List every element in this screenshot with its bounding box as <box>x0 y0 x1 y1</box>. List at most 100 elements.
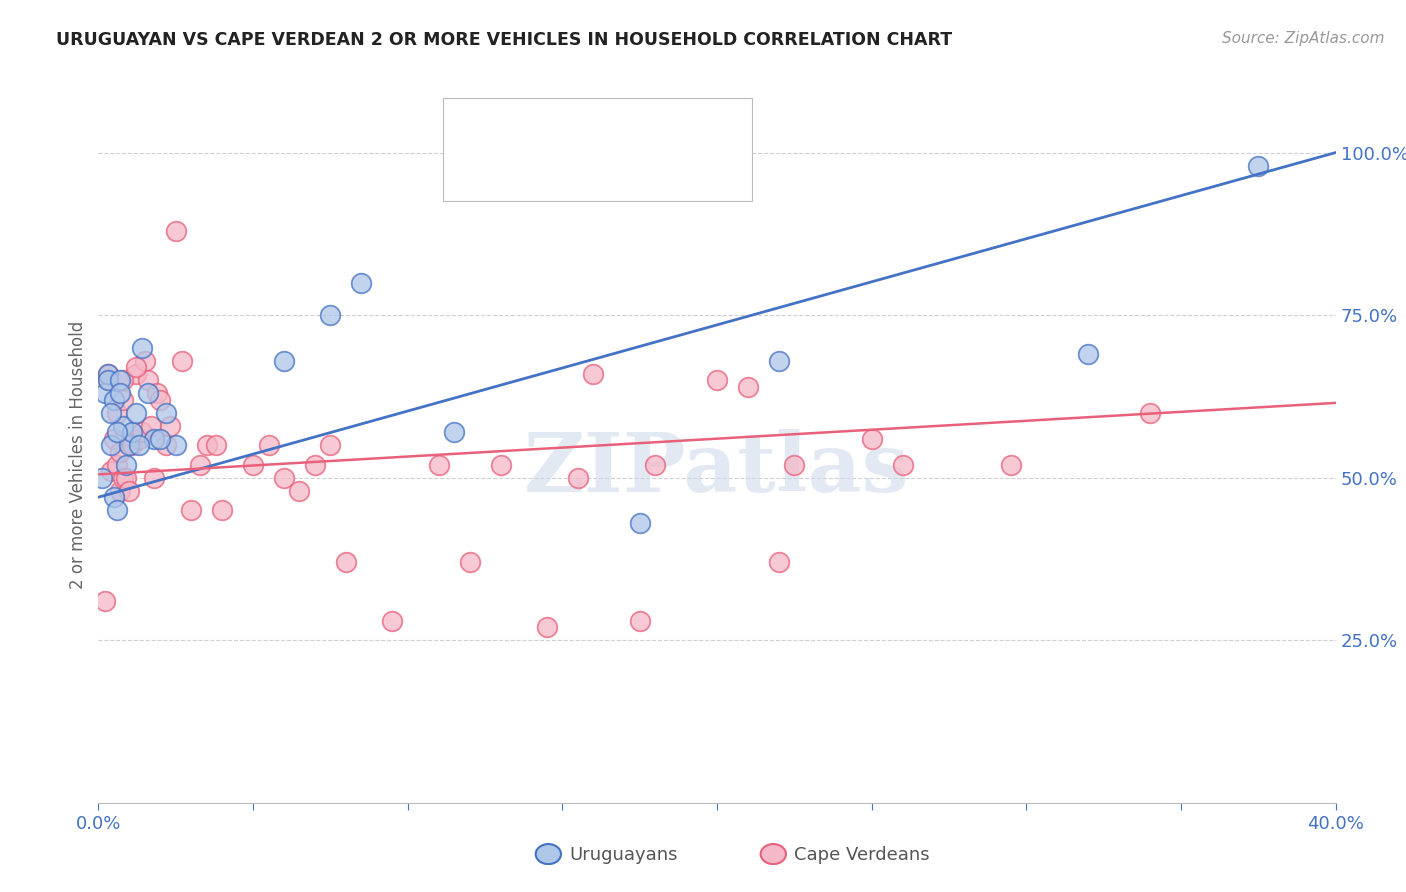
Text: R =: R = <box>489 115 531 134</box>
Point <box>124 360 146 375</box>
Point <box>118 438 141 452</box>
Point <box>128 438 150 452</box>
Point <box>105 406 128 420</box>
Point <box>124 367 146 381</box>
Text: Source: ZipAtlas.com: Source: ZipAtlas.com <box>1222 31 1385 46</box>
Text: N =: N = <box>582 166 638 185</box>
Point <box>195 438 218 452</box>
Point <box>381 614 404 628</box>
Point <box>136 386 159 401</box>
Point <box>768 555 790 569</box>
Point <box>103 392 125 407</box>
Point <box>131 425 153 439</box>
Point <box>97 373 120 387</box>
Point <box>134 353 156 368</box>
Point <box>115 471 138 485</box>
Circle shape <box>456 173 481 191</box>
Point <box>211 503 233 517</box>
Point <box>155 438 177 452</box>
Point <box>628 614 651 628</box>
Point <box>143 471 166 485</box>
Point <box>159 418 181 433</box>
Point <box>93 386 115 401</box>
Point <box>304 458 326 472</box>
Text: 58: 58 <box>641 166 666 185</box>
Point <box>108 373 131 387</box>
Text: N =: N = <box>582 115 638 134</box>
Point <box>105 458 128 472</box>
Point <box>90 471 112 485</box>
Y-axis label: 2 or more Vehicles in Household: 2 or more Vehicles in Household <box>69 321 87 589</box>
Point <box>97 373 120 387</box>
Point <box>136 373 159 387</box>
Point <box>783 458 806 472</box>
Point <box>768 353 790 368</box>
Point <box>489 458 512 472</box>
Point <box>131 341 153 355</box>
Point <box>190 458 212 472</box>
Point <box>105 503 128 517</box>
Text: 0.623: 0.623 <box>529 115 585 134</box>
Point <box>1077 347 1099 361</box>
Point <box>112 471 135 485</box>
Point <box>1139 406 1161 420</box>
Point <box>628 516 651 531</box>
Point <box>165 224 187 238</box>
Point <box>288 483 311 498</box>
Point <box>536 620 558 634</box>
Point <box>93 594 115 608</box>
Text: URUGUAYAN VS CAPE VERDEAN 2 OR MORE VEHICLES IN HOUSEHOLD CORRELATION CHART: URUGUAYAN VS CAPE VERDEAN 2 OR MORE VEHI… <box>56 31 952 49</box>
Point <box>149 432 172 446</box>
Point <box>105 425 128 439</box>
Point <box>891 458 914 472</box>
Point <box>146 386 169 401</box>
Point <box>706 373 728 387</box>
Text: ZIPatlas: ZIPatlas <box>524 429 910 508</box>
Point <box>118 483 141 498</box>
Point <box>170 353 193 368</box>
Point <box>112 418 135 433</box>
Point <box>97 367 120 381</box>
Point <box>458 555 481 569</box>
Circle shape <box>456 121 481 139</box>
Text: 32: 32 <box>641 115 666 134</box>
Point <box>103 490 125 504</box>
Text: R =: R = <box>489 166 531 185</box>
Point <box>124 406 146 420</box>
Point <box>257 438 280 452</box>
Point <box>112 373 135 387</box>
Point <box>180 503 202 517</box>
Point <box>143 432 166 446</box>
Point <box>242 458 264 472</box>
Point <box>121 438 143 452</box>
Circle shape <box>761 844 786 864</box>
Point <box>335 555 357 569</box>
Point <box>582 367 605 381</box>
Point <box>100 464 122 478</box>
Point <box>319 308 342 322</box>
Point <box>121 425 143 439</box>
Point <box>567 471 589 485</box>
Text: Cape Verdeans: Cape Verdeans <box>794 846 929 863</box>
Point <box>443 425 465 439</box>
Point <box>350 276 373 290</box>
Point <box>1000 458 1022 472</box>
Point <box>319 438 342 452</box>
Point <box>103 432 125 446</box>
Point <box>644 458 666 472</box>
Point <box>115 458 138 472</box>
Circle shape <box>536 844 561 864</box>
Point <box>108 386 131 401</box>
Point <box>165 438 187 452</box>
Text: 0.134: 0.134 <box>529 166 585 185</box>
Point <box>155 406 177 420</box>
Point <box>97 367 120 381</box>
Point <box>100 406 122 420</box>
Point <box>108 483 131 498</box>
Point <box>205 438 228 452</box>
Point <box>860 432 883 446</box>
Point <box>139 418 162 433</box>
Point <box>112 392 135 407</box>
Point <box>100 438 122 452</box>
Text: Uruguayans: Uruguayans <box>569 846 678 863</box>
